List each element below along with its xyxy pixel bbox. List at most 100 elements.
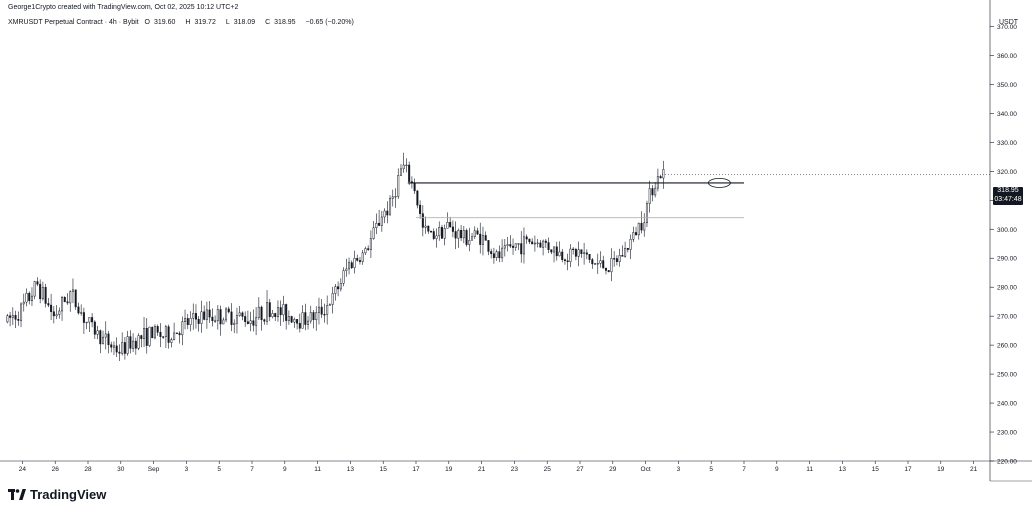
candle-body: [137, 335, 140, 349]
candle-body: [413, 182, 416, 192]
candle-body: [249, 320, 252, 324]
candle-body: [473, 230, 476, 238]
candle-body: [574, 249, 577, 257]
candle-body: [181, 321, 184, 336]
y-tick-label: 350.00: [997, 82, 1017, 89]
annotation-ellipse: [708, 178, 731, 188]
low-label: L: [225, 19, 230, 26]
candle-body: [645, 203, 648, 224]
x-tick-label: 21: [478, 466, 486, 473]
change-value: −0.65 (−0.20%): [305, 19, 354, 26]
x-tick-label: 9: [283, 466, 287, 473]
candle-body: [613, 258, 616, 260]
candle-body: [479, 233, 482, 245]
candle-body: [63, 296, 66, 302]
candle-body: [339, 283, 342, 290]
x-tick-label: 29: [609, 466, 617, 473]
candle-body: [315, 312, 318, 321]
candle-body: [126, 336, 129, 354]
x-tick-label: 15: [380, 466, 388, 473]
candle-body: [391, 196, 394, 199]
candle-body: [110, 344, 113, 348]
candle-body: [170, 339, 173, 343]
y-tick-label: 220.00: [997, 459, 1017, 466]
candle-body: [380, 216, 383, 226]
candle-body: [334, 286, 337, 294]
candle-body: [129, 336, 132, 349]
candle-body: [383, 210, 386, 218]
y-tick-label: 360.00: [997, 53, 1017, 60]
candle-body: [654, 187, 657, 196]
candle-body: [47, 303, 50, 306]
bar-countdown: 03:47:48: [994, 195, 1022, 203]
y-tick-label: 320.00: [997, 169, 1017, 176]
candle-body: [132, 340, 135, 349]
candle-body: [454, 231, 457, 239]
candle-body: [50, 304, 53, 312]
y-tick-label: 370.00: [997, 24, 1017, 31]
candle-body: [55, 314, 58, 317]
candle-body: [438, 227, 441, 237]
close-label: C: [265, 19, 271, 26]
high-value: H 319.72: [185, 19, 219, 26]
candle-body: [159, 332, 162, 337]
candle-body: [69, 291, 72, 304]
candle-body: [462, 230, 465, 239]
candle-body: [222, 319, 225, 325]
candle-body: [143, 327, 146, 339]
candle-body: [624, 247, 627, 257]
candle-body: [279, 307, 282, 316]
candle-body: [569, 248, 572, 263]
candle-body: [501, 247, 504, 259]
candle-body: [175, 332, 178, 334]
close-value: C 318.95: [265, 19, 299, 26]
candle-body: [635, 232, 638, 236]
candle-body: [520, 243, 523, 255]
candle-body: [405, 164, 408, 167]
x-tick-label: 7: [742, 466, 746, 473]
candle-body: [451, 226, 454, 232]
symbol-name[interactable]: XMRUSDT Perpetual Contract · 4h · Bybit: [8, 19, 139, 26]
candle-body: [307, 320, 310, 325]
candle-body: [293, 319, 296, 323]
candle-body: [460, 229, 463, 239]
candle-body: [219, 309, 222, 325]
candle-body: [216, 309, 219, 322]
candle-body: [484, 235, 487, 241]
candle-body: [115, 345, 118, 353]
candle-body: [599, 260, 602, 264]
last-price: 318.95: [997, 187, 1019, 194]
x-tick-label: 13: [839, 466, 847, 473]
candle-body: [227, 308, 230, 313]
candle-body: [156, 326, 159, 333]
candle-body: [378, 222, 381, 226]
candle-body: [588, 253, 591, 260]
x-tick-label: 19: [937, 466, 945, 473]
candle-body: [490, 251, 493, 254]
y-tick-label: 270.00: [997, 314, 1017, 321]
candle-body: [298, 323, 301, 329]
x-tick-label: 11: [806, 466, 813, 473]
x-tick-label: 3: [185, 466, 189, 473]
tradingview-logo[interactable]: TradingView: [8, 487, 106, 502]
candle-body: [118, 351, 121, 354]
candle-body: [629, 238, 632, 250]
candle-body: [58, 310, 61, 315]
candle-body: [591, 259, 594, 265]
candle-body: [643, 222, 646, 231]
candle-body: [235, 315, 238, 324]
candle-body: [481, 235, 484, 245]
candle-body: [148, 326, 151, 346]
candle-body: [20, 303, 23, 321]
candle-body: [238, 312, 241, 316]
candle-body: [52, 311, 55, 317]
candle-body: [85, 321, 88, 324]
candle-body: [252, 320, 255, 326]
chart-credit: George1Crypto created with TradingView.c…: [8, 4, 239, 11]
candle-body: [558, 251, 561, 257]
candle-body: [607, 270, 610, 273]
candle-body: [230, 311, 233, 325]
candle-body: [194, 313, 197, 320]
